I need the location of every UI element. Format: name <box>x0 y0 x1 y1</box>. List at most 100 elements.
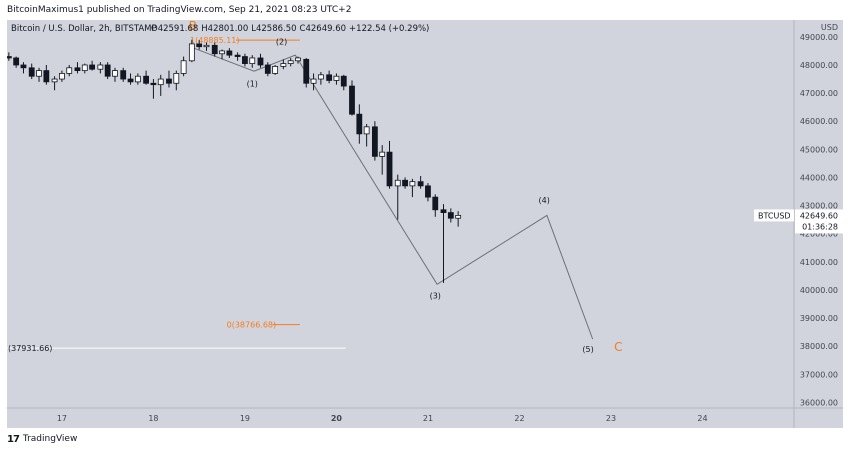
candle-body <box>180 60 187 74</box>
axis-corner <box>794 408 843 428</box>
ohlc-high-label: H <box>201 24 207 34</box>
chart-area[interactable]: (37931.66) 1(48885.11) 0(38766.68) B (1) (2… <box>5 19 843 428</box>
time-tick-label: 22 <box>514 414 524 423</box>
candle-body <box>440 209 447 213</box>
fib-levels-group: 1(48885.11) 0(38766.68) <box>190 36 300 330</box>
ohlc-open-label: O <box>151 24 158 34</box>
price-tick-label: 36000.00 <box>800 398 838 407</box>
candle-body <box>310 78 317 84</box>
candle-body <box>226 50 233 56</box>
wave-label: C <box>614 340 622 354</box>
candle-body <box>287 60 294 64</box>
candle-body <box>166 78 172 84</box>
candle-body <box>409 181 416 187</box>
candle-body <box>51 78 58 83</box>
candle-body <box>59 73 65 80</box>
time-tick-label: 20 <box>331 414 343 423</box>
ohlc-close: 42649.60 <box>305 24 346 34</box>
wave-label: (1) <box>247 80 258 89</box>
candles-group <box>5 39 462 283</box>
candle-body <box>379 151 386 157</box>
time-tick-label: 23 <box>606 414 616 423</box>
time-tick-label: 18 <box>148 414 158 423</box>
elliott-wave-path <box>189 46 594 340</box>
last-price-box <box>795 209 843 234</box>
candle-body <box>432 196 439 211</box>
bar-countdown: 01:36:28 <box>802 222 838 231</box>
symbol-title: Bitcoin / U.S. Dollar, 2h, BITSTAMP <box>11 24 157 34</box>
candle-body <box>295 57 301 62</box>
ohlc-low: 42586.50 <box>256 24 297 34</box>
header: BitcoinMaximus1 published on TradingView… <box>0 0 850 20</box>
wave-label: (2) <box>276 38 287 47</box>
candle-body <box>20 64 27 69</box>
candle-body <box>280 63 287 67</box>
publisher-line: BitcoinMaximus1 published on TradingView… <box>7 5 352 15</box>
candle-body <box>188 43 195 62</box>
ticker-label-box <box>754 209 794 222</box>
candle-body <box>89 64 96 70</box>
candle-body <box>326 74 333 81</box>
price-tick-label: 37000.00 <box>800 370 838 379</box>
support-line-group: (37931.66) <box>7 344 346 353</box>
candle-body <box>127 78 134 83</box>
price-tick-label: 45000.00 <box>800 145 838 154</box>
candle-body <box>196 43 203 48</box>
candle-body <box>104 64 111 77</box>
support-line-label: (37931.66) <box>8 344 52 353</box>
last-price-value: 42649.60 <box>800 211 838 220</box>
price-tick-label: 38000.00 <box>800 342 838 351</box>
candle-body <box>134 75 141 83</box>
candle-body <box>303 58 310 84</box>
time-tick-label: 21 <box>423 414 433 423</box>
candle-body <box>447 212 454 219</box>
last-price-group: BTCUSD 42649.60 01:36:28 <box>754 209 843 234</box>
time-tick-label: 17 <box>57 414 67 423</box>
candle-body <box>455 215 462 219</box>
candle-body <box>394 179 401 187</box>
candle-body <box>333 75 340 81</box>
candle-body <box>272 65 279 74</box>
fib-level-label: 0(38766.68) <box>227 321 277 330</box>
ohlc-high: 42801.00 <box>208 24 249 34</box>
wave-labels-group: B (1) (2) (3) (4) (5) C <box>189 19 623 354</box>
tradingview-logo-icon: 17 <box>7 433 20 445</box>
price-tick-label: 42000.00 <box>800 230 838 239</box>
ohlc-close-label: C <box>300 24 306 34</box>
candle-body <box>120 70 127 80</box>
price-tick-label: 47000.00 <box>800 89 838 98</box>
candle-body <box>363 126 370 135</box>
candle-body <box>97 64 104 70</box>
candle-body <box>5 56 12 59</box>
candle-body <box>74 67 81 72</box>
footer: 17 TradingView <box>7 432 77 446</box>
candle-body <box>143 75 149 84</box>
fib-level-label: 1(48885.11) <box>190 36 240 45</box>
candle-body <box>425 185 431 198</box>
candle-body <box>340 75 347 87</box>
candle-body <box>356 113 363 135</box>
candle-body <box>249 57 256 64</box>
time-tick-label: 19 <box>240 414 250 423</box>
candle-body <box>150 82 157 86</box>
wave-label: (5) <box>582 345 593 354</box>
ticker-label: BTCUSD <box>758 211 791 220</box>
time-tick-label: 24 <box>697 414 707 423</box>
candle-body <box>234 54 241 57</box>
candle-body <box>112 70 118 77</box>
candle-body <box>13 57 20 66</box>
candle-body <box>371 126 378 157</box>
wave-label: B <box>189 20 197 33</box>
price-tick-label: 41000.00 <box>800 258 838 267</box>
currency-label: USD <box>821 23 838 32</box>
candle-body <box>81 64 88 72</box>
candle-body <box>66 67 73 74</box>
price-tick-label: 43000.00 <box>800 202 838 211</box>
candle-body <box>264 64 271 74</box>
price-chart[interactable]: (37931.66) 1(48885.11) 0(38766.68) B (1) (2… <box>5 19 843 428</box>
footer-brand: TradingView <box>22 434 78 444</box>
ohlc-low-label: L <box>251 24 256 34</box>
price-tick-label: 44000.00 <box>800 173 838 182</box>
candle-body <box>242 56 248 64</box>
ohlc-readout: O42591.68 H42801.00 L42586.50 C42649.60 +122… <box>151 24 429 34</box>
